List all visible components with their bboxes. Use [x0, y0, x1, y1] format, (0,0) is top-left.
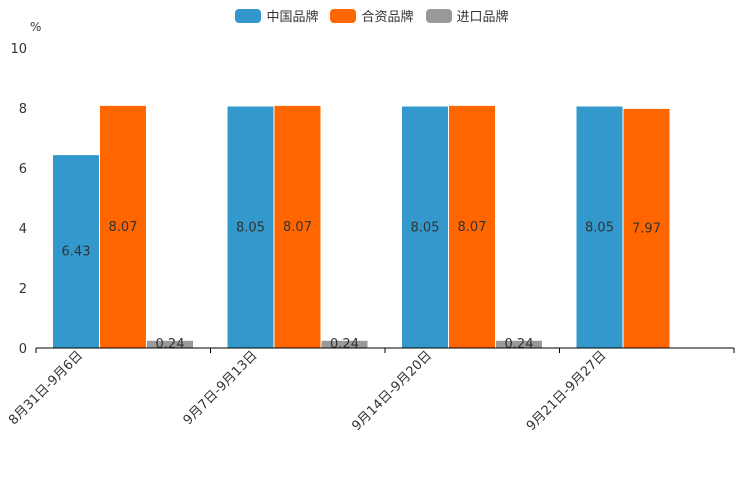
- legend-swatch-import: [425, 8, 452, 23]
- legend-label-import: 进口品牌: [456, 10, 509, 25]
- data-label: 8.05: [236, 220, 265, 235]
- bar-1-2: [449, 105, 495, 349]
- data-label: 8.07: [458, 220, 487, 235]
- data-label: 8.05: [585, 220, 614, 235]
- data-label: 0.24: [330, 337, 359, 352]
- bar-0-2: [402, 106, 448, 348]
- legend-label-jv: 合资品牌: [361, 10, 414, 25]
- y-tick-label: 10: [10, 42, 27, 57]
- y-tick-label: 0: [19, 342, 27, 357]
- y-tick-label: 8: [19, 102, 27, 117]
- bar-1-0: [100, 105, 146, 349]
- legend-item-jv[interactable]: 合资品牌: [330, 6, 414, 25]
- bar-1-1: [274, 105, 321, 349]
- y-tick-label: 6: [19, 162, 27, 177]
- x-category-label: 9月21日-9月27日: [524, 348, 610, 434]
- bar-2-0: [147, 340, 193, 348]
- x-category-label: 9月7日-9月13日: [181, 348, 261, 428]
- x-category-label: 8月31日-9月6日: [6, 348, 86, 428]
- legend-label-china: 中国品牌: [266, 10, 319, 25]
- x-category-label: 9月14日-9月20日: [349, 348, 435, 434]
- data-label: 8.07: [109, 220, 138, 235]
- y-tick-label: 2: [19, 282, 27, 297]
- legend-item-import[interactable]: 进口品牌: [425, 6, 509, 25]
- legend-swatch-china: [235, 8, 262, 23]
- bar-2-2: [496, 340, 542, 348]
- data-label: 0.24: [156, 337, 185, 352]
- legend-swatch-jv: [330, 8, 357, 23]
- bar-2-1: [321, 340, 368, 348]
- bar-0-3: [576, 106, 623, 348]
- y-tick-label: 4: [19, 222, 27, 237]
- bar-0-0: [53, 155, 99, 348]
- legend-item-china[interactable]: 中国品牌: [235, 6, 318, 25]
- data-label: 6.43: [62, 245, 91, 260]
- data-label: 0.24: [505, 337, 534, 352]
- bar-0-1: [227, 106, 274, 348]
- bar-1-3: [623, 108, 670, 349]
- data-label: 7.97: [632, 221, 661, 236]
- chart-legend: 中国品牌 合资品牌 进口品牌: [0, 6, 744, 25]
- data-label: 8.07: [283, 220, 312, 235]
- data-label: 8.05: [411, 220, 440, 235]
- y-axis-unit: %: [30, 20, 42, 34]
